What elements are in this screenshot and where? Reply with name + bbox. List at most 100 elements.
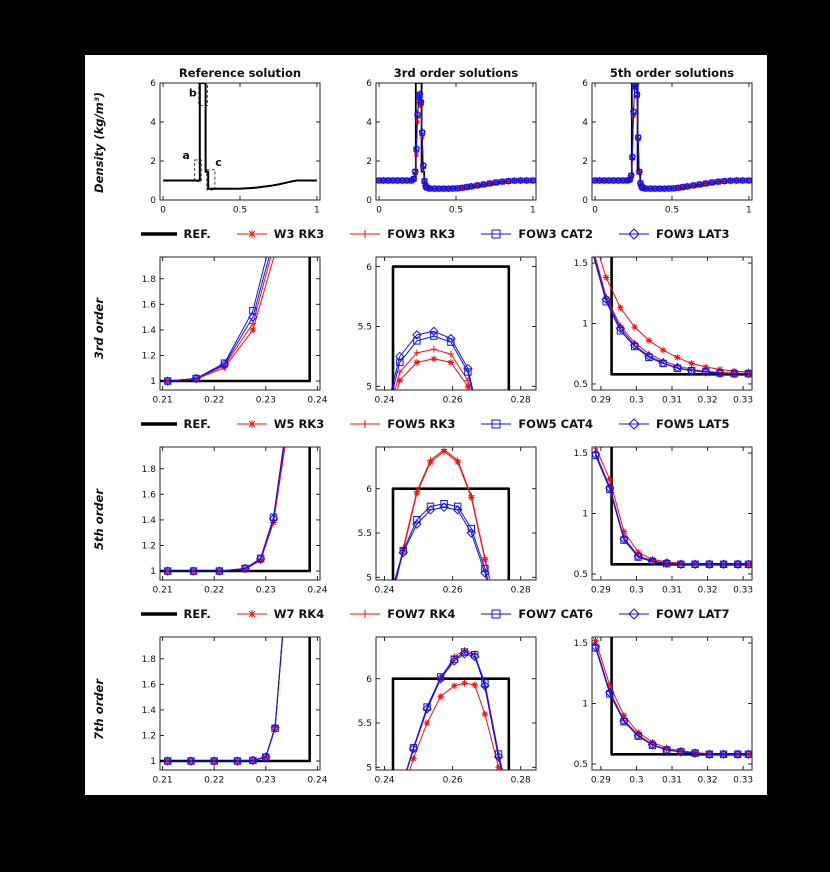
svg-text:0.5: 0.5 (233, 206, 247, 216)
plot-zoom-c-5th-order: 0.29 0.3 0.31 0.32 0.33 0.5 1 1.5 (574, 446, 753, 596)
svg-text:1: 1 (150, 757, 156, 767)
svg-text:4: 4 (366, 118, 372, 128)
svg-text:0.31: 0.31 (662, 396, 682, 406)
svg-text:0: 0 (160, 206, 166, 216)
svg-text:0: 0 (376, 206, 382, 216)
plot-zoom-c-3rd-order: 0.29 0.3 0.31 0.32 0.33 0.5 1 1.5 (574, 256, 753, 406)
diamond-marker-icon (618, 228, 649, 240)
svg-text:2: 2 (150, 157, 156, 167)
svg-text:0.22: 0.22 (204, 586, 224, 596)
legend-label: FOW3 RK3 (387, 227, 456, 241)
svg-text:1: 1 (582, 700, 588, 710)
svg-text:0: 0 (582, 196, 588, 206)
svg-text:1: 1 (746, 206, 752, 216)
svg-text:0.33: 0.33 (733, 396, 753, 406)
svg-text:0.24: 0.24 (374, 396, 394, 406)
svg-text:Reference solution: Reference solution (179, 66, 301, 80)
ref-line-sample-icon (140, 422, 177, 426)
legend-item-ref-: REF. (139, 607, 211, 621)
legend-item-fow3-rk3: FOW3 RK3 (348, 227, 455, 241)
square-marker-icon (481, 419, 512, 429)
legend-item-ref-: REF. (139, 227, 211, 241)
svg-text:0.3: 0.3 (629, 776, 643, 786)
ref-line-sample-icon (140, 232, 177, 236)
figure-panel: Density (kg/m³) 0 0.5 1 0 2 4 6 Reference solut… (85, 55, 767, 795)
star-marker-icon (236, 610, 267, 618)
svg-text:1: 1 (582, 320, 588, 330)
plus-marker-icon (350, 420, 381, 428)
svg-text:0.3: 0.3 (629, 586, 643, 596)
svg-text:4: 4 (582, 118, 588, 128)
legend-item-fow5-cat4: FOW5 CAT4 (479, 417, 593, 431)
legend-label: REF. (183, 417, 211, 431)
svg-text:1: 1 (150, 377, 156, 387)
svg-text:0.21: 0.21 (153, 586, 173, 596)
legend-label: FOW7 RK4 (387, 607, 456, 621)
svg-text:0.26: 0.26 (443, 586, 463, 596)
svg-text:0: 0 (592, 206, 598, 216)
svg-text:0.5: 0.5 (574, 760, 588, 770)
svg-text:0.23: 0.23 (256, 396, 276, 406)
svg-text:1.2: 1.2 (142, 732, 156, 742)
legend-item-fow5-rk3: FOW5 RK3 (348, 417, 455, 431)
legend-label: REF. (183, 607, 211, 621)
svg-text:0.32: 0.32 (698, 586, 718, 596)
svg-text:b: b (189, 87, 197, 100)
plot-5th-order-solutions: 0 0.5 1 0 2 4 6 5th order solutions (582, 66, 753, 216)
legend-label: FOW5 CAT4 (518, 417, 593, 431)
svg-text:6: 6 (150, 79, 156, 89)
plot-3rd-order-solutions: 0 0.5 1 0 2 4 6 3rd order solutions (366, 66, 537, 216)
svg-text:0.31: 0.31 (662, 776, 682, 786)
svg-text:0.24: 0.24 (307, 396, 327, 406)
svg-text:4: 4 (150, 118, 156, 128)
svg-text:0.21: 0.21 (153, 776, 173, 786)
svg-text:0.28: 0.28 (511, 776, 531, 786)
ref-line-sample-icon (140, 612, 177, 616)
svg-text:5.5: 5.5 (358, 719, 372, 729)
legend-label: FOW7 CAT6 (518, 607, 593, 621)
svg-text:c: c (215, 156, 222, 169)
svg-text:1: 1 (530, 206, 536, 216)
svg-text:0.5: 0.5 (665, 206, 679, 216)
svg-text:1.2: 1.2 (142, 352, 156, 362)
density-axis-label-column: Density (kg/m³) (87, 65, 111, 219)
svg-text:1.5: 1.5 (574, 449, 588, 459)
legend-7th-order-schemes: REF. W7 RK4 FOW7 RK4 FOW7 CAT6 FOW7 LAT7 (87, 599, 759, 629)
svg-text:0.29: 0.29 (591, 396, 611, 406)
legend-item-fow3-lat3: FOW3 LAT3 (617, 227, 729, 241)
svg-text:0.24: 0.24 (307, 586, 327, 596)
svg-text:1.6: 1.6 (142, 681, 157, 691)
legend-label: FOW5 LAT5 (655, 417, 730, 431)
legend-3rd-order-schemes: REF. W3 RK3 FOW3 RK3 FOW3 CAT2 FOW3 LAT3 (87, 219, 759, 249)
svg-text:0.28: 0.28 (511, 586, 531, 596)
legend-item-w5-rk3: W5 RK3 (235, 417, 324, 431)
svg-text:1: 1 (150, 567, 156, 577)
svg-text:0.21: 0.21 (153, 396, 173, 406)
svg-text:0.32: 0.32 (698, 396, 718, 406)
svg-text:0.24: 0.24 (374, 586, 394, 596)
svg-text:1.5: 1.5 (574, 259, 588, 269)
svg-text:5: 5 (366, 574, 372, 584)
plot-zoom-c-7th-order: 0.29 0.3 0.31 0.32 0.33 0.5 1 1.5 (574, 636, 753, 786)
svg-text:0.22: 0.22 (204, 396, 224, 406)
legend-item-fow5-lat5: FOW5 LAT5 (617, 417, 730, 431)
plot-row-3rd-order: 3rd order 0.21 0.22 0.23 0.24 1 1.2 1.4 1.6 1.8 … (87, 249, 759, 409)
svg-text:3rd order solutions: 3rd order solutions (394, 66, 519, 80)
legend-label: W3 RK3 (273, 227, 325, 241)
svg-text:0.24: 0.24 (374, 776, 394, 786)
svg-text:5.5: 5.5 (358, 323, 372, 333)
svg-text:0.22: 0.22 (204, 776, 224, 786)
plot-zoom-b-5th-order: 0.24 0.26 0.28 5 5.5 6 (358, 446, 537, 596)
svg-text:0.33: 0.33 (733, 776, 753, 786)
legend-item-fow7-cat6: FOW7 CAT6 (479, 607, 593, 621)
plus-marker-icon (350, 610, 381, 618)
plus-marker-icon (350, 230, 381, 238)
diamond-marker-icon (618, 418, 649, 430)
svg-text:1.5: 1.5 (574, 639, 588, 649)
svg-text:6: 6 (582, 79, 588, 89)
star-marker-icon (236, 230, 267, 238)
svg-text:2: 2 (366, 157, 372, 167)
plot-zoom-b-7th-order: 0.24 0.26 0.28 5 5.5 6 (358, 636, 537, 786)
legend-label: FOW5 RK3 (387, 417, 456, 431)
plot-zoom-b-3rd-order: 0.24 0.26 0.28 5 5.5 6 (358, 256, 537, 406)
